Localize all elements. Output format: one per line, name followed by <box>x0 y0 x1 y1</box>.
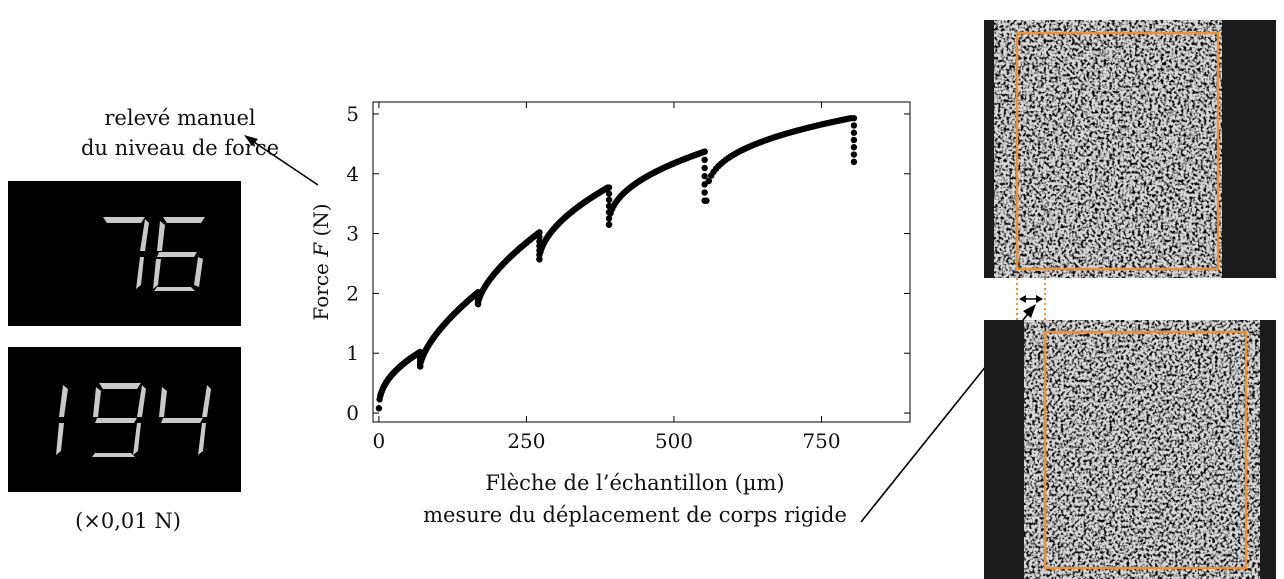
data-point-drop <box>605 184 613 191</box>
rigid-body-note: mesure du déplacement de corps rigide <box>423 503 847 527</box>
data-point-drop <box>701 164 708 172</box>
x-tick-label: 750 <box>802 429 840 453</box>
data-point-drop <box>850 122 858 129</box>
speckle-photo-bottom <box>984 320 1276 579</box>
data-point-drop <box>536 229 543 236</box>
data-point-drop <box>474 300 482 308</box>
display-digits-194: 194 <box>56 383 211 457</box>
data-point-drop <box>536 251 543 259</box>
data-point-drop <box>850 158 858 166</box>
data-point-drop <box>536 233 543 241</box>
roi-frame-top <box>1015 31 1220 271</box>
roi-frame-bottom <box>1043 330 1248 570</box>
data-point-drop <box>605 215 613 222</box>
axis-ticks: 0 250 500 750 0 1 2 3 4 5 <box>346 102 910 453</box>
unit-note: (×0,01 N) <box>75 509 181 533</box>
data-point-drop <box>701 172 708 180</box>
seven-segment-display-2: 194 <box>8 347 241 492</box>
data-point-drop <box>850 136 858 144</box>
x-tick-label: 0 <box>373 429 386 453</box>
data-point-drop <box>417 363 424 370</box>
data-point-drop <box>536 256 543 263</box>
data-point-drop <box>536 247 543 254</box>
data-point <box>375 405 383 412</box>
data-point-drop <box>850 114 858 122</box>
y-tick-label: 3 <box>346 222 359 246</box>
data-point-drop <box>850 151 858 158</box>
displacement-indicator <box>1016 278 1046 322</box>
data-point-drop <box>701 197 708 204</box>
data-point-drop <box>605 196 613 204</box>
y-tick-label: 0 <box>346 401 359 425</box>
y-tick-label: 2 <box>346 281 359 305</box>
manual-reading-caption: relevé manuel du niveau de force <box>80 103 280 163</box>
x-axis-label: Flèche de l’échantillon (µm) <box>485 471 785 495</box>
x-tick-label: 500 <box>655 429 693 453</box>
plot-frame <box>372 101 911 423</box>
y-tick-label: 4 <box>346 162 359 186</box>
data-point-drop <box>536 242 543 250</box>
data-point-drop <box>536 238 543 245</box>
arrow-to-caption <box>244 135 319 186</box>
plot-area <box>375 114 858 412</box>
data-point-drop <box>850 129 858 136</box>
data-point-drop <box>701 148 708 155</box>
y-tick-label: 1 <box>346 341 359 365</box>
data-point-drop <box>605 202 613 210</box>
data-point-drop <box>701 189 708 196</box>
seven-segment-display-1: 76 <box>8 181 241 326</box>
y-axis-label: Force F (N) <box>309 203 333 320</box>
display-digits-76: 76 <box>103 217 205 291</box>
data-point-drop <box>605 209 613 216</box>
caption-line-2: du niveau de force <box>80 136 280 160</box>
caption-line-1: relevé manuel <box>104 106 256 130</box>
y-tick-label: 5 <box>346 102 359 126</box>
data-point-drop <box>605 190 613 197</box>
data-point-drop <box>701 156 708 164</box>
speckle-photo-top <box>984 20 1276 278</box>
force-deflection-chart: 0 250 500 750 0 1 2 3 4 5 Force F (N) <box>309 101 911 453</box>
data-point-drop <box>605 221 613 228</box>
data-point-drop <box>850 144 858 151</box>
x-tick-label: 250 <box>507 429 545 453</box>
data-point-drop <box>701 181 708 188</box>
